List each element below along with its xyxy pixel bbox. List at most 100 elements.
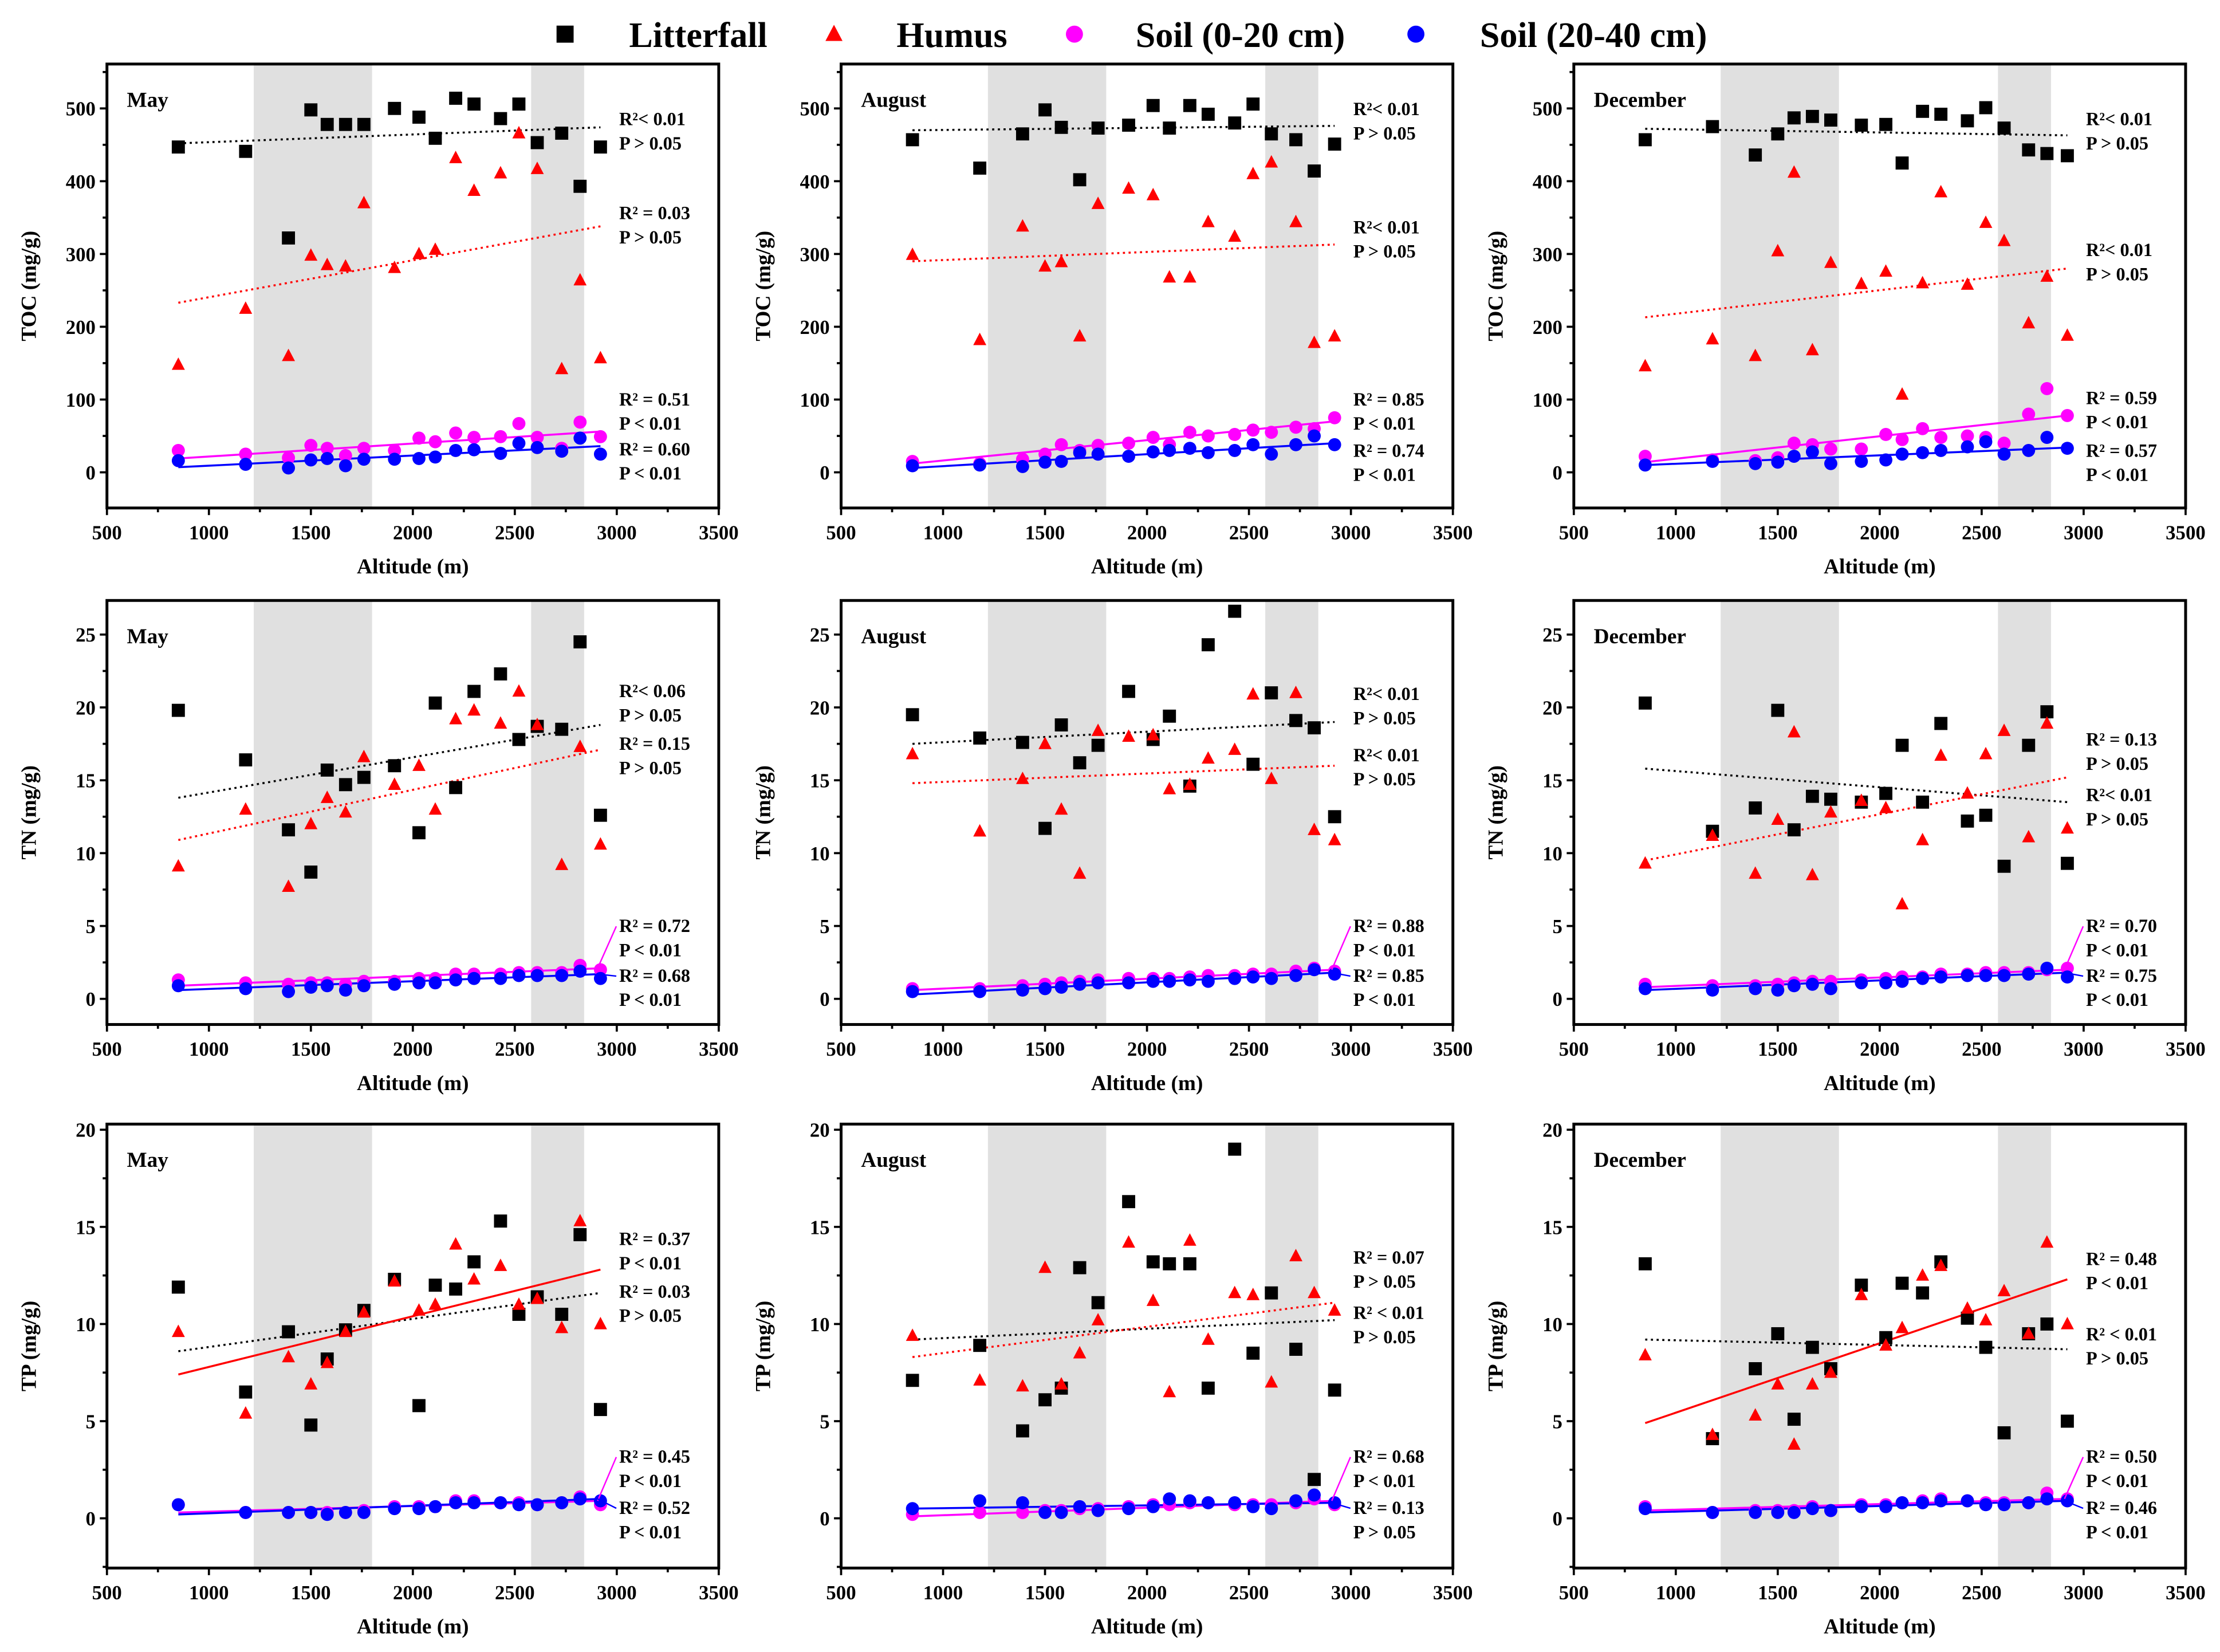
y-tick-label: 15 [1542, 770, 1562, 792]
humus-point [1961, 1301, 1974, 1314]
soil2-point [171, 1498, 185, 1512]
humus-point [494, 716, 507, 729]
litter-point [2061, 149, 2074, 163]
humus-point [1855, 1287, 1868, 1300]
soil2-point [2061, 442, 2074, 455]
soil1-point [2040, 382, 2054, 395]
humus-point [530, 162, 544, 174]
r2-label-soil1: R² = 0.72 [619, 915, 690, 936]
litter-point [1638, 133, 1652, 147]
arrow-soil1 [1331, 926, 1351, 970]
litter-point [1916, 1286, 1930, 1300]
y-axis-label: TN (mg/g) [751, 765, 775, 859]
humus-point [1328, 1303, 1341, 1316]
x-tick-label: 2000 [1127, 1038, 1167, 1060]
litter-point [412, 1399, 426, 1413]
p-value-label-soil2: P < 0.01 [619, 1521, 682, 1542]
humus-point [573, 1214, 587, 1226]
soil2-point [973, 985, 987, 998]
humus-point [1265, 155, 1278, 168]
humus-point [1265, 772, 1278, 784]
humus-point [1073, 1346, 1087, 1359]
x-tick-label: 1500 [291, 521, 331, 544]
humus-point [357, 195, 371, 209]
litter-point [428, 696, 442, 710]
soil2-point [338, 1506, 352, 1519]
r2-label-soil1: R² = 0.68 [1353, 1446, 1424, 1467]
panel-tp-december: 500 1000 1500 2000 2500 3000 3500 0 5 10 15 20 Altit… [1485, 1119, 2206, 1639]
soil2-point [906, 1502, 919, 1516]
y-tick-label: 5 [85, 915, 95, 938]
soil2-point [573, 431, 587, 445]
soil2-point [573, 1492, 587, 1506]
soil1-point [449, 426, 463, 440]
litter-point [1961, 1311, 1974, 1325]
r2-label-soil1: R² = 0.50 [2086, 1446, 2157, 1467]
x-tick-label: 1500 [291, 1582, 331, 1604]
humus-point [1289, 214, 1302, 227]
humus-point [1771, 243, 1785, 257]
litter-point [1997, 121, 2011, 135]
soil2-point [1246, 1500, 1260, 1513]
humus-point [1054, 254, 1068, 268]
humus-point [1015, 772, 1029, 784]
humus-point [388, 1274, 402, 1287]
humus-point [494, 1258, 507, 1271]
y-axis-label: TOC (mg/g) [1485, 231, 1508, 341]
p-value-label-litter: P > 0.05 [619, 705, 682, 725]
humus-point [320, 257, 334, 270]
p-value-label-litter: P > 0.05 [2086, 1348, 2148, 1368]
litter-point [1895, 738, 1909, 752]
panels: 500 1000 1500 2000 2500 3000 35000100200300400… [18, 62, 2206, 1639]
x-tick-label: 1000 [1656, 1038, 1696, 1060]
humus-point [1091, 723, 1105, 736]
panel-toc-august: 500 1000 1500 2000 2500 3000 3500 0 100 200 300 400… [751, 62, 1473, 579]
humus-point [906, 746, 919, 760]
soil2-point [357, 1506, 371, 1519]
litter-point [282, 823, 296, 837]
x-tick-label: 3000 [597, 521, 637, 544]
litter-point [1038, 821, 1052, 835]
soil1-point [282, 451, 296, 465]
soil2-point [1073, 446, 1087, 459]
x-tick-label: 3500 [1433, 1038, 1473, 1060]
humus-point [338, 259, 352, 272]
soil1-point [1228, 428, 1242, 441]
litter-point [1201, 638, 1215, 652]
humus-point [593, 1316, 607, 1330]
x-tick-label: 2500 [1229, 1038, 1269, 1060]
p-value-label-soil2: P > 0.05 [1353, 1521, 1416, 1542]
soil2-point [1706, 1506, 1719, 1519]
y-tick-label: 0 [820, 462, 829, 484]
soil1-point [467, 431, 481, 444]
legend: Litterfall Humus Soil (0-20 cm) Soil (20-40… [556, 16, 1707, 55]
y-tick-label: 400 [66, 171, 96, 193]
humus-point [428, 802, 442, 815]
arrow-soil2 [1331, 1502, 1351, 1509]
x-tick-label: 2000 [393, 1582, 433, 1604]
p-value-label-humus: P > 0.05 [2086, 263, 2148, 284]
humus-point [1855, 793, 1868, 806]
humus-point [1706, 828, 1719, 841]
litter-point [1091, 738, 1105, 752]
humus-point [1916, 832, 1930, 845]
soil1-point [2022, 407, 2036, 421]
r2-label-soil2: R² = 0.75 [2086, 965, 2157, 986]
humus-point [530, 1291, 544, 1304]
litter-point [1163, 121, 1176, 135]
litter-point [1183, 1257, 1196, 1271]
humus-point [357, 749, 371, 762]
humus-point [1308, 823, 1321, 835]
soil1-point [239, 447, 253, 461]
soil2-point [1073, 1500, 1087, 1513]
soil1-point [1246, 423, 1260, 437]
p-value-label-soil1: P < 0.01 [619, 413, 682, 434]
soil2-point [2061, 970, 2074, 984]
soil1-point [593, 430, 607, 443]
humus-point [282, 1350, 296, 1363]
soil1-point [304, 439, 318, 452]
shaded-altitude-band [531, 600, 584, 1025]
humus-legend-marker [825, 25, 843, 41]
soil2-point [1895, 974, 1909, 988]
y-tick-label: 5 [85, 1410, 95, 1433]
